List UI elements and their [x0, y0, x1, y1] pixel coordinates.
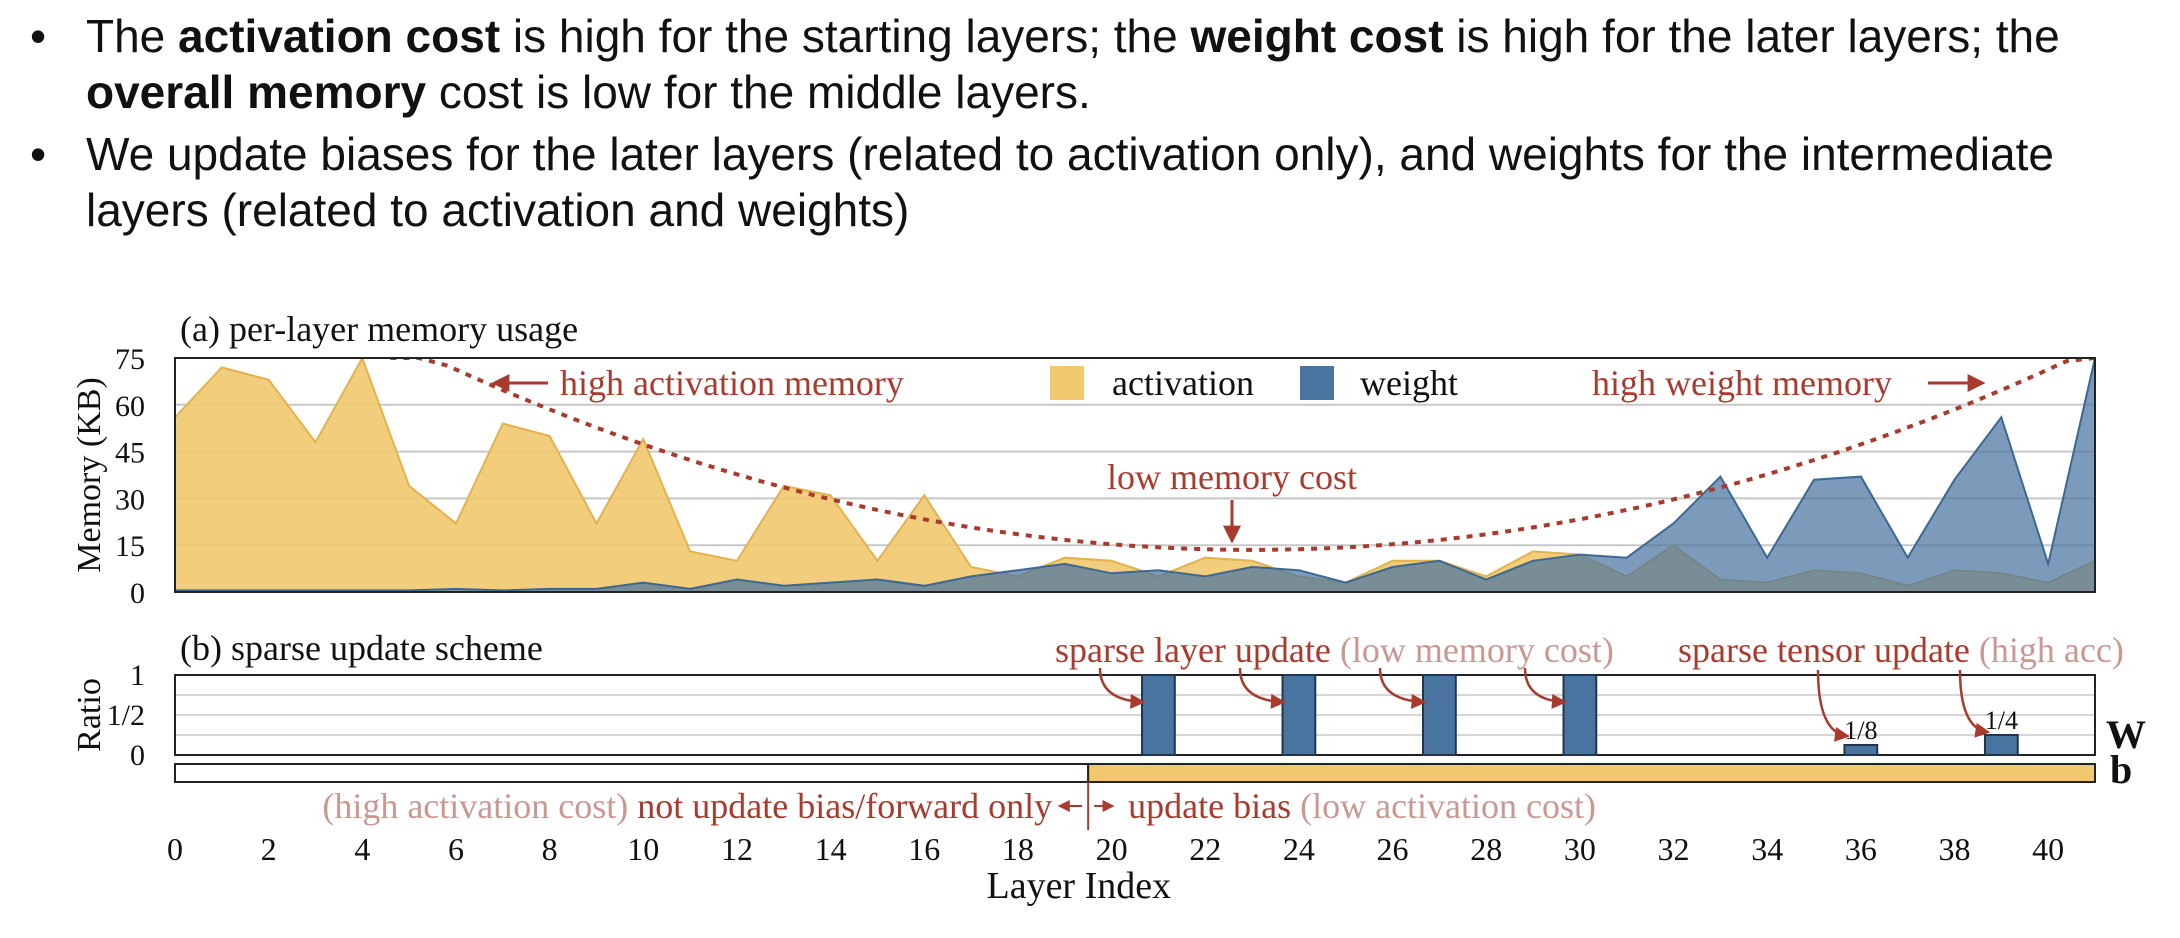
annotation-right-bias: update bias (low activation cost)	[1128, 786, 1596, 826]
panel-a-title: (a) per-layer memory usage	[180, 309, 578, 349]
x-tick-label: 26	[1377, 831, 1409, 867]
y-tick-label: 30	[115, 483, 145, 516]
legend-swatch-activation	[1050, 366, 1084, 400]
x-tick-label: 12	[721, 831, 753, 867]
x-tick-label: 10	[627, 831, 659, 867]
x-tick-label: 2	[261, 831, 277, 867]
bullet-item: • We update biases for the later layers …	[22, 126, 2162, 238]
y-tick-label: 75	[115, 343, 145, 376]
annotation-left-bias-note: (high activation cost)	[322, 786, 637, 826]
x-tick-label: 0	[167, 831, 183, 867]
ratio-tick-label: 1/2	[107, 699, 145, 732]
x-tick-label: 32	[1658, 831, 1690, 867]
annotation-right-bias-note: (low activation cost)	[1300, 786, 1596, 826]
x-tick-label: 36	[1845, 831, 1877, 867]
x-tick-label: 16	[908, 831, 940, 867]
x-tick-label: 40	[2032, 831, 2064, 867]
bullet-text: We update biases for the later layers (r…	[86, 126, 2162, 238]
curved-arrow-icon	[1378, 667, 1427, 709]
legend-label-weight: weight	[1360, 363, 1458, 403]
panel-b-plot	[174, 674, 2096, 756]
annotation-sparse-tensor: sparse tensor update (high acc)	[1678, 630, 2124, 670]
curved-arrow-icon	[1523, 667, 1567, 709]
bias-update-strip	[1087, 763, 2097, 783]
weight-update-bar	[1843, 744, 1879, 756]
annotation-sparse-layer: sparse layer update (low memory cost)	[1055, 630, 1614, 670]
annotation-left-bias-main: not update bias/forward only	[637, 786, 1052, 826]
x-tick-label: 28	[1470, 831, 1502, 867]
y-tick-label: 15	[115, 530, 145, 563]
weight-update-bar	[1281, 674, 1317, 756]
ratio-tick-label: 1	[130, 659, 145, 692]
annotation-right-bias-main: update bias	[1128, 786, 1300, 826]
weight-update-bar	[1562, 674, 1598, 756]
memory-trend-curve	[390, 358, 2095, 552]
bullet-text-run: is high for the starting layers; the	[500, 10, 1191, 62]
bullet-bold-text: activation cost	[178, 10, 501, 62]
bar-fraction-label: 1/4	[1985, 706, 2018, 735]
annotation-left-bias: (high activation cost) not update bias/f…	[322, 786, 1052, 826]
ratio-tick-label: 0	[130, 739, 145, 772]
y-tick-label: 0	[130, 577, 145, 610]
x-tick-label: 8	[542, 831, 558, 867]
annotation-sparse-tensor-main: sparse tensor update	[1678, 630, 1970, 670]
curved-arrow-icon	[1958, 669, 1991, 738]
bullet-bold-text: weight cost	[1190, 10, 1444, 62]
panel-b-title: (b) sparse update scheme	[180, 628, 543, 668]
weight-update-bar	[1422, 674, 1457, 756]
bullet-dot: •	[30, 128, 47, 180]
bias-frozen-strip	[174, 763, 1090, 783]
bullet-dot: •	[30, 10, 47, 62]
annotation-high-weight: high weight memory	[1592, 363, 1892, 403]
weight-area	[175, 358, 2095, 592]
annotation-sparse-layer-note: (low memory cost)	[1331, 630, 1614, 670]
x-tick-label: 14	[815, 831, 847, 867]
y-tick-label: 60	[115, 390, 145, 423]
y-tick-label: 45	[115, 437, 145, 470]
bar-fraction-label: 1/8	[1844, 716, 1877, 745]
legend-label-activation: activation	[1112, 363, 1254, 403]
legend-swatch-weight	[1300, 366, 1334, 400]
x-tick-label: 38	[1939, 831, 1971, 867]
x-tick-label: 4	[354, 831, 370, 867]
annotation-low-memory: low memory cost	[1107, 457, 1357, 497]
ratio-axis-label: Ratio	[71, 678, 108, 752]
panel-a-frame	[174, 357, 2096, 593]
panel-a-plot	[174, 357, 2096, 593]
y-axis-label: Memory (KB)	[71, 377, 108, 572]
weight-update-bar	[1983, 734, 2019, 756]
bullet-text-run: The	[86, 10, 179, 62]
annotation-high-activation: high activation memory	[560, 363, 904, 403]
x-tick-label: 30	[1564, 831, 1596, 867]
bullet-bold-text: overall memory	[86, 66, 427, 118]
x-axis-label: Layer Index	[986, 865, 1171, 907]
x-tick-label: 34	[1751, 831, 1783, 867]
curved-arrow-icon	[1098, 667, 1146, 709]
bullet-text-run: is high for the later layers; the	[1443, 10, 2060, 62]
x-tick-label: 24	[1283, 831, 1315, 867]
x-tick-label: 22	[1189, 831, 1221, 867]
bullet-text-run: We update biases for the later layers (r…	[86, 128, 2054, 236]
x-tick-label: 18	[1002, 831, 1034, 867]
curved-arrow-icon	[1238, 667, 1286, 709]
annotation-sparse-layer-main: sparse layer update	[1055, 630, 1331, 670]
panel-b-frame	[174, 674, 2096, 756]
curved-arrow-icon	[1816, 669, 1850, 742]
bullet-text-run: cost is low for the middle layers.	[426, 66, 1091, 118]
area-series-group	[175, 358, 2095, 592]
bullet-list: • The activation cost is high for the st…	[22, 8, 2162, 244]
row-label-weight: W	[2106, 712, 2146, 757]
bullet-item: • The activation cost is high for the st…	[22, 8, 2162, 120]
x-tick-label: 20	[1096, 831, 1128, 867]
annotation-sparse-tensor-note: (high acc)	[1970, 630, 2124, 670]
bullet-text: The activation cost is high for the star…	[86, 8, 2162, 120]
x-tick-label: 6	[448, 831, 464, 867]
row-label-bias: b	[2110, 747, 2132, 792]
weight-update-bar	[1141, 674, 1176, 756]
memory-usage-figure: (a) per-layer memory usage01530456075Mem…	[71, 309, 2146, 907]
